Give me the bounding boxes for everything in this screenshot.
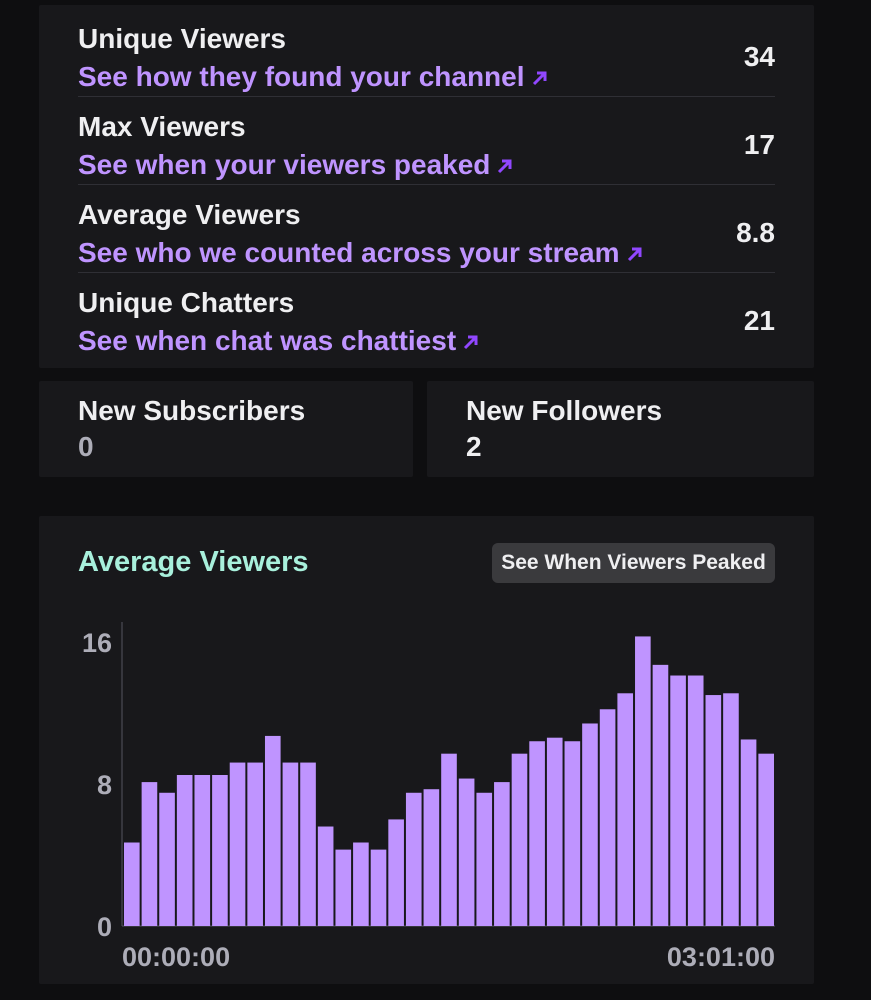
stat-link-label: See how they found your channel xyxy=(78,61,525,92)
stat-row-max-viewers: Max Viewers See when your viewers peaked… xyxy=(78,97,775,185)
row-divider xyxy=(78,96,775,97)
bar[interactable] xyxy=(141,782,158,926)
bar[interactable] xyxy=(582,723,598,926)
bar[interactable] xyxy=(264,735,281,926)
bar[interactable] xyxy=(564,741,581,926)
chart-title: Average Viewers xyxy=(78,546,309,578)
new-subscribers-card: New Subscribers 0 xyxy=(39,381,413,477)
stat-title: Unique Chatters xyxy=(78,287,295,318)
bar[interactable] xyxy=(423,789,440,926)
external-arrow-icon xyxy=(532,71,546,86)
stat-row-unique-viewers: Unique Viewers See how they found your c… xyxy=(78,9,775,97)
bar[interactable] xyxy=(229,762,246,926)
average-viewers-chart: 0 8 16 00:00:00 03:01:00 xyxy=(82,622,775,972)
bar[interactable] xyxy=(247,762,263,926)
new-followers-value: 2 xyxy=(466,431,482,462)
bar[interactable] xyxy=(282,762,299,926)
bar[interactable] xyxy=(617,693,634,926)
bar[interactable] xyxy=(388,819,404,926)
bar[interactable] xyxy=(176,775,193,926)
y-tick-label: 16 xyxy=(82,628,112,658)
bar[interactable] xyxy=(635,636,651,926)
y-tick-label: 0 xyxy=(97,912,112,942)
bar[interactable] xyxy=(441,753,457,926)
bar[interactable] xyxy=(511,753,528,926)
bar[interactable] xyxy=(652,664,669,926)
bar[interactable] xyxy=(599,709,616,926)
stat-link-unique-viewers[interactable]: See how they found your channel xyxy=(78,61,549,93)
bar[interactable] xyxy=(705,695,722,926)
stat-value: 17 xyxy=(743,129,775,160)
bar[interactable] xyxy=(740,739,757,926)
bar[interactable] xyxy=(723,693,739,926)
row-divider xyxy=(78,184,775,185)
bar[interactable] xyxy=(370,849,387,926)
bar[interactable] xyxy=(353,842,369,926)
row-divider xyxy=(78,272,775,273)
stat-row-average-viewers: Average Viewers See who we counted acros… xyxy=(78,185,775,273)
external-arrow-icon xyxy=(627,247,642,262)
y-tick-label: 8 xyxy=(97,770,112,800)
bar[interactable] xyxy=(124,842,140,926)
bar[interactable] xyxy=(159,792,175,926)
bar[interactable] xyxy=(494,782,510,926)
bar[interactable] xyxy=(405,792,422,926)
bar[interactable] xyxy=(546,737,563,926)
external-arrow-icon xyxy=(498,159,512,174)
bar[interactable] xyxy=(670,675,686,926)
new-followers-title: New Followers xyxy=(466,395,663,426)
new-subscribers-value: 0 xyxy=(78,431,94,462)
stat-value: 21 xyxy=(743,305,775,336)
bar[interactable] xyxy=(194,775,211,926)
new-subscribers-title: New Subscribers xyxy=(78,395,306,426)
see-when-viewers-peaked-button[interactable]: See When Viewers Peaked xyxy=(492,543,775,583)
stat-value: 8.8 xyxy=(736,217,775,248)
stream-stats-panel: Unique Viewers See how they found your c… xyxy=(39,5,814,368)
bar[interactable] xyxy=(212,775,228,926)
bar[interactable] xyxy=(529,741,545,926)
stat-value: 34 xyxy=(743,41,775,72)
stat-row-unique-chatters: Unique Chatters See when chat was chatti… xyxy=(78,273,775,361)
average-viewers-chart-panel: 0 8 16 00:00:00 03:01:00 Average Viewers See… xyxy=(39,516,814,984)
stat-title: Unique Viewers xyxy=(78,23,287,54)
stat-link-label: See when chat was chattiest xyxy=(78,325,457,356)
bar[interactable] xyxy=(335,849,352,926)
bar[interactable] xyxy=(476,792,493,926)
bar[interactable] xyxy=(687,675,704,926)
x-tick-label-start: 00:00:00 xyxy=(122,942,230,972)
stat-title: Average Viewers xyxy=(78,199,301,230)
bar[interactable] xyxy=(317,826,334,926)
stat-link-label: See when your viewers peaked xyxy=(78,149,491,180)
stat-title: Max Viewers xyxy=(78,111,246,142)
stat-link-unique-chatters[interactable]: See when chat was chattiest xyxy=(78,325,480,357)
bar[interactable] xyxy=(300,762,316,926)
bar[interactable] xyxy=(458,778,475,926)
bar[interactable] xyxy=(758,753,774,926)
stat-link-average-viewers[interactable]: See who we counted across your stream xyxy=(78,237,644,269)
x-tick-label-end: 03:01:00 xyxy=(667,942,775,972)
new-followers-card: New Followers 2 xyxy=(427,381,814,477)
external-arrow-icon xyxy=(464,335,478,350)
stat-link-max-viewers[interactable]: See when your viewers peaked xyxy=(78,149,514,181)
stat-link-label: See who we counted across your stream xyxy=(78,237,620,268)
